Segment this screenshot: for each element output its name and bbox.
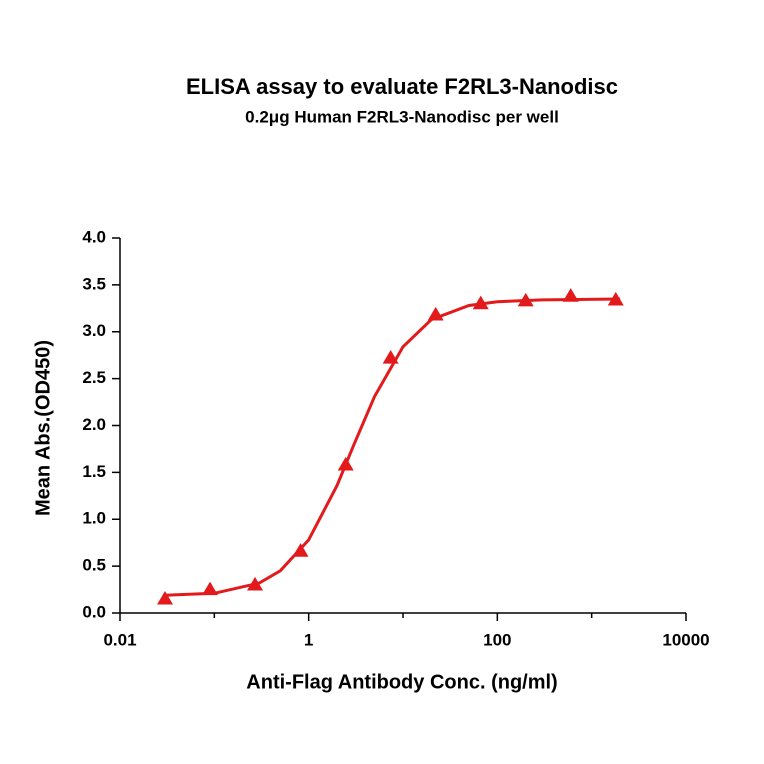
x-tick-label: 1 — [304, 630, 313, 649]
y-tick-label: 2.0 — [82, 415, 106, 434]
chart-subtitle: 0.2μg Human F2RL3-Nanodisc per well — [245, 107, 559, 126]
x-tick-label: 100 — [483, 630, 511, 649]
y-tick-label: 2.5 — [82, 368, 106, 387]
x-axis-label: Anti-Flag Antibody Conc. (ng/ml) — [246, 671, 557, 693]
data-point — [157, 590, 174, 605]
data-point — [427, 306, 444, 321]
data-point — [337, 456, 354, 471]
y-tick-label: 4.0 — [82, 227, 106, 246]
y-tick-label: 3.0 — [82, 321, 106, 340]
fit-line — [164, 297, 621, 597]
y-tick-label: 1.5 — [82, 462, 106, 481]
y-tick-label: 3.5 — [82, 274, 106, 293]
data-point — [517, 292, 534, 307]
data-point — [247, 576, 264, 591]
data-point — [292, 543, 309, 557]
y-tick-label: 0.0 — [82, 602, 106, 621]
chart-title: ELISA assay to evaluate F2RL3-Nanodisc — [186, 74, 618, 99]
y-tick-label: 0.5 — [82, 556, 106, 575]
y-tick-label: 1.0 — [82, 509, 106, 528]
x-tick-label: 0.01 — [103, 630, 136, 649]
data-point — [202, 581, 219, 596]
y-axis-label: Mean Abs.(OD450) — [32, 340, 54, 516]
data-point — [472, 295, 489, 310]
data-point — [382, 350, 399, 364]
data-point — [607, 291, 624, 306]
x-tick-label: 10000 — [662, 630, 709, 649]
data-point — [562, 288, 579, 302]
